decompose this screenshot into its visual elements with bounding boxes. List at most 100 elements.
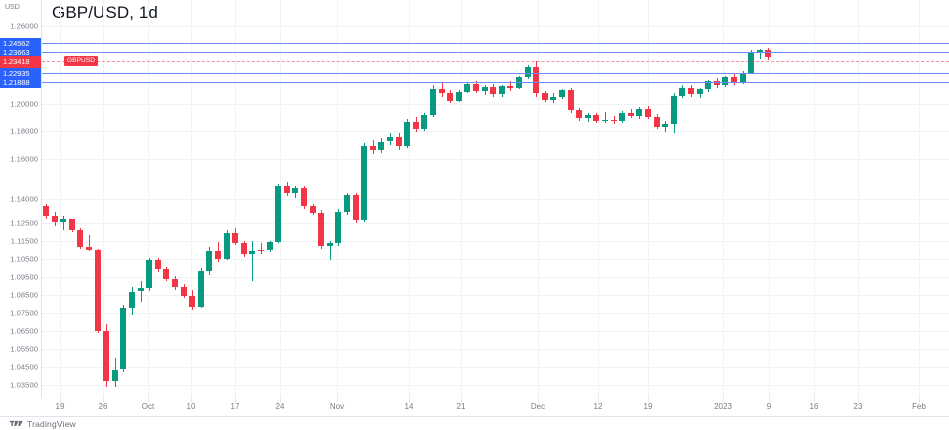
price-level-line[interactable]	[42, 61, 949, 62]
candle-body	[301, 188, 307, 207]
time-axis-label: 19	[55, 402, 65, 411]
candle-body	[103, 330, 109, 382]
time-axis-label: 2023	[714, 402, 732, 411]
grid-line-vertical	[598, 0, 599, 398]
candle-wick	[261, 242, 262, 254]
grid-line-horizontal	[42, 26, 949, 27]
time-axis-label: Dec	[530, 402, 546, 411]
price-axis-label: 1.26000	[10, 21, 38, 31]
candle-body	[757, 50, 763, 53]
candle-body	[602, 119, 608, 122]
candle-body	[619, 112, 625, 122]
candle-body	[60, 219, 66, 222]
grid-line-vertical	[919, 0, 920, 398]
price-axis[interactable]: USD 1.26000 1.20000 1.18000 1.16000 1.14000 1…	[0, 0, 42, 398]
candle-body	[198, 271, 204, 307]
candle-wick	[330, 240, 331, 261]
candle-body	[241, 242, 247, 254]
candle-body	[155, 260, 161, 270]
time-axis-bottom-divider	[0, 416, 949, 417]
price-level-line[interactable]	[42, 43, 949, 44]
grid-line-horizontal	[42, 313, 949, 314]
candle-body	[559, 90, 565, 97]
price-axis-label: 1.04500	[10, 362, 38, 372]
grid-line-vertical	[648, 0, 649, 398]
candle-body	[671, 95, 677, 124]
candle-body	[550, 96, 556, 100]
candle-body	[585, 115, 591, 119]
candle-body	[697, 89, 703, 95]
candle-body	[731, 77, 737, 83]
candlestick-plot[interactable]: GBPUSD	[42, 0, 949, 398]
time-axis-label: 17	[230, 402, 240, 411]
candle-body	[292, 188, 298, 193]
candle-body	[662, 123, 668, 128]
grid-line-horizontal	[42, 385, 949, 386]
time-axis-tick	[648, 398, 649, 402]
grid-line-horizontal	[42, 199, 949, 200]
time-axis-tick	[280, 398, 281, 402]
price-level-tag[interactable]: 1.22935	[0, 68, 42, 79]
candle-body	[69, 219, 75, 230]
time-axis-label: 9	[766, 402, 772, 411]
candle-body	[318, 212, 324, 246]
time-axis-tick	[60, 398, 61, 402]
price-level-tag[interactable]: 1.23663	[0, 47, 42, 58]
time-axis-tick	[723, 398, 724, 402]
price-level-tag[interactable]: 1.23418	[0, 56, 42, 67]
price-axis-label: 1.11500	[10, 236, 38, 246]
candle-body	[387, 137, 393, 142]
price-level-line[interactable]	[42, 82, 949, 83]
time-axis-tick	[235, 398, 236, 402]
chart-title: GBP/USD, 1d	[52, 3, 158, 22]
time-axis-label: Nov	[329, 402, 345, 411]
candle-body	[722, 77, 728, 86]
grid-line-horizontal	[42, 223, 949, 224]
price-level-line[interactable]	[42, 52, 949, 53]
candle-body	[507, 86, 513, 88]
time-axis-label: 14	[404, 402, 414, 411]
candle-body	[542, 93, 548, 100]
price-level-line[interactable]	[42, 73, 949, 74]
candle-body	[146, 260, 152, 289]
candle-body	[714, 81, 720, 86]
candle-body	[490, 86, 496, 95]
time-axis-tick	[858, 398, 859, 402]
candle-body	[447, 93, 453, 101]
grid-line-horizontal	[42, 295, 949, 296]
price-level-tag[interactable]: 1.21888	[0, 77, 42, 88]
grid-line-horizontal	[42, 367, 949, 368]
candle-body	[86, 246, 92, 250]
candle-body	[473, 83, 479, 91]
time-axis-tick	[919, 398, 920, 402]
candle-body	[258, 249, 264, 252]
candle-body	[172, 278, 178, 288]
time-axis-label: 21	[456, 402, 466, 411]
candle-body	[499, 86, 505, 95]
candle-body	[181, 287, 187, 296]
time-axis-label: 16	[809, 402, 819, 411]
candle-body	[95, 249, 101, 331]
candle-body	[439, 88, 445, 94]
candle-body	[361, 145, 367, 221]
price-axis-label: 1.09500	[10, 272, 38, 282]
time-axis-label: 12	[593, 402, 603, 411]
grid-line-vertical	[235, 0, 236, 398]
price-axis-label: 1.07500	[10, 308, 38, 318]
candle-body	[206, 250, 212, 272]
symbol-badge[interactable]: GBPUSD	[64, 56, 99, 66]
grid-line-vertical	[461, 0, 462, 398]
candle-body	[525, 66, 531, 78]
price-axis-label: 1.06500	[10, 326, 38, 336]
tradingview-wordmark: TradingView	[27, 419, 76, 429]
time-axis[interactable]: 19 26 Oct 10 17 24 Nov 14 21 Dec 12 19 2023 9 16 23 Feb	[0, 398, 949, 416]
candle-body	[645, 108, 651, 117]
time-axis-tick	[598, 398, 599, 402]
candle-body	[533, 66, 539, 94]
price-level-tag[interactable]: 1.24562	[0, 38, 42, 49]
time-axis-tick	[769, 398, 770, 402]
candle-body	[129, 291, 135, 309]
candle-body	[378, 141, 384, 151]
grid-line-vertical	[769, 0, 770, 398]
